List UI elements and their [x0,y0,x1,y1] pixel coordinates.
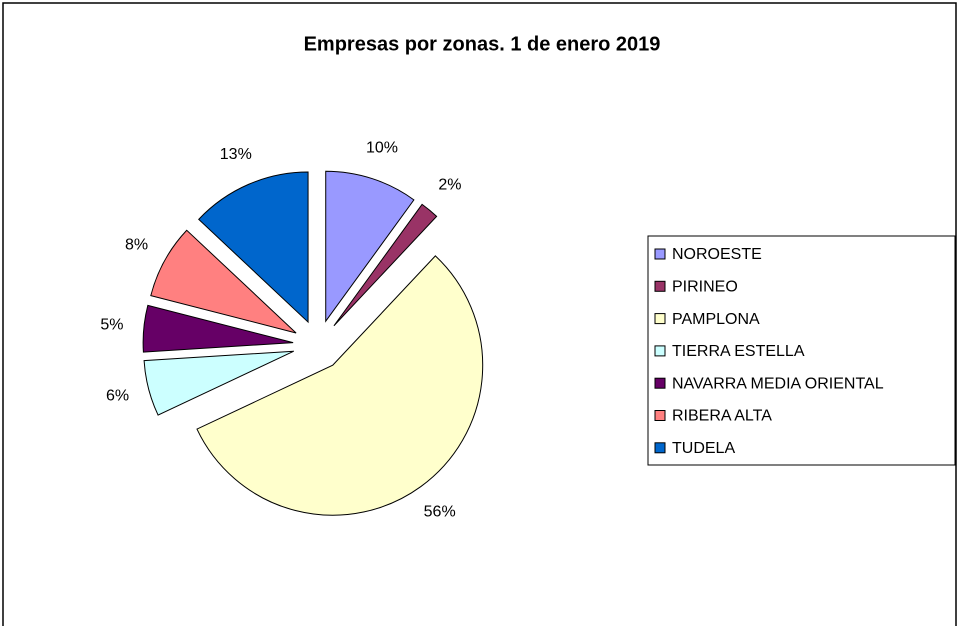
legend-swatch [654,248,666,260]
data-label: 2% [438,177,461,194]
legend-label: NOROESTE [672,246,762,263]
legend-swatch [654,345,666,357]
data-label: 13% [220,146,252,163]
pie-slice [196,255,484,516]
legend-box [647,235,956,466]
legend-label: NAVARRA MEDIA ORIENTAL [672,375,884,392]
legend-label: TUDELA [672,440,735,457]
legend-label: TIERRA ESTELLA [672,343,805,360]
pie-slice [150,229,297,334]
legend-swatch [654,410,666,421]
chart-title: Empresas por zonas. 1 de enero 2019 [304,33,661,55]
pie-slice [143,350,294,416]
legend-swatch [654,313,666,325]
pie-slice [142,304,294,353]
legend-swatch [654,442,666,454]
pie-slice [325,170,415,323]
legend-swatch [654,377,666,389]
data-label: 5% [100,317,123,334]
data-label: 8% [125,236,148,253]
data-label: 56% [424,504,456,521]
data-label: 6% [106,388,129,405]
legend-label: PAMPLONA [672,311,760,328]
legend-swatch [654,280,666,292]
legend-label: PIRINEO [672,279,738,296]
pie-slice [333,203,438,327]
legend-label: RIBERA ALTA [672,408,772,425]
pie-slice [198,171,309,324]
data-label: 10% [366,139,398,156]
